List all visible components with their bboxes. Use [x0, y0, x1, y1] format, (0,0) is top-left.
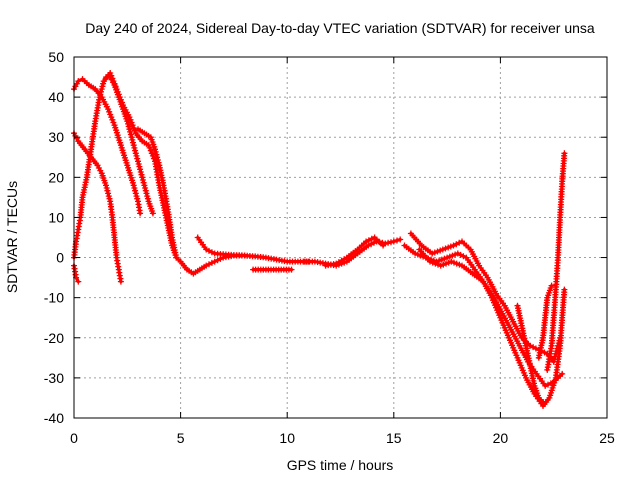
series-point-markers: [514, 302, 546, 405]
y-tick-label: 50: [48, 49, 64, 65]
x-tick-label: 25: [599, 430, 615, 446]
y-tick-label: -20: [44, 330, 64, 346]
y-tick-label: 20: [48, 169, 64, 185]
y-tick-label: -40: [44, 410, 64, 426]
series-arc-15: [535, 282, 555, 361]
series-point-markers: [407, 230, 564, 365]
y-tick-label: 30: [48, 129, 64, 145]
plot-frame: [73, 56, 608, 419]
chart-title: Day 240 of 2024, Sidereal Day-to-day VTE…: [85, 20, 595, 36]
x-tick-label: 0: [70, 430, 78, 446]
y-tick-label: -30: [44, 370, 64, 386]
x-tick-label: 5: [177, 430, 185, 446]
series-point-markers: [401, 242, 568, 409]
series-point-markers: [250, 266, 295, 273]
series-point-markers: [535, 282, 555, 361]
y-axis-title: SDTVAR / TECUs: [4, 181, 20, 293]
series-arc-10: [322, 234, 387, 269]
y-tick-label: 0: [56, 250, 64, 266]
series-arc-16: [544, 150, 568, 373]
grid: [74, 57, 607, 418]
tick-labels: 0 5 10 15 20 25 -40 -30 -20 -10 0 10 20 30 40 50: [44, 49, 615, 446]
series-arc-7: [194, 234, 248, 259]
axis-ticks: [73, 56, 608, 419]
series-arc-14: [514, 302, 546, 405]
series-point-markers: [194, 234, 248, 259]
series-arc-8: [250, 266, 295, 273]
x-tick-label: 20: [493, 430, 509, 446]
x-axis-title: GPS time / hours: [287, 457, 394, 473]
y-tick-label: 40: [48, 89, 64, 105]
x-tick-label: 10: [279, 430, 295, 446]
series-point-markers: [322, 234, 387, 269]
y-tick-label: -10: [44, 290, 64, 306]
data-series: [71, 70, 568, 409]
series-point-markers: [544, 150, 568, 373]
y-tick-label: 10: [48, 209, 64, 225]
x-tick-label: 15: [386, 430, 402, 446]
